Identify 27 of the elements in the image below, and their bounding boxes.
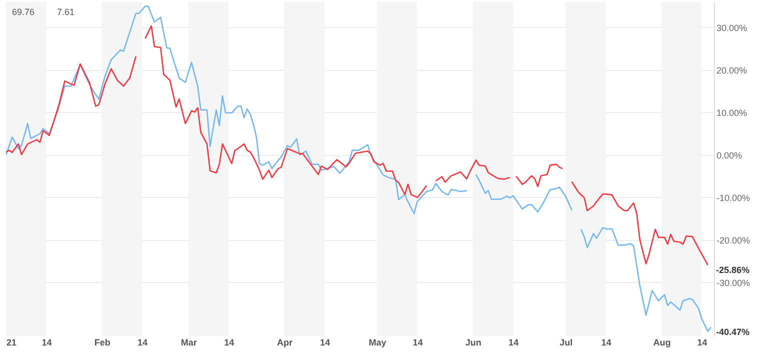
- y-tick-label: -20.00%: [716, 235, 750, 246]
- x-tick-label: 14: [138, 338, 148, 348]
- x-tick-label: 14: [42, 338, 52, 348]
- text: -40.47%: [716, 327, 750, 337]
- x-tick-label: Feb: [94, 338, 111, 348]
- x-tick-label: Jun: [465, 338, 482, 348]
- y-tick-label: -10.00%: [716, 192, 750, 203]
- x-tick-label: 14: [320, 338, 330, 348]
- y-tick-label: 10.00%: [716, 108, 748, 118]
- y-tick-label: 30.00%: [716, 22, 748, 33]
- y-tick-label: 20.00%: [716, 65, 748, 76]
- x-tick-label: Mar: [180, 338, 198, 348]
- y-tick-label: 0.00%: [716, 150, 742, 160]
- x-tick-label: May: [368, 338, 386, 348]
- text: -25.86%: [716, 265, 750, 275]
- y-tick-label: -30.00%: [716, 278, 750, 288]
- x-tick-label: 14: [508, 338, 519, 348]
- annotation: 69.76: [12, 7, 35, 17]
- x-tick-label: 21: [6, 338, 17, 348]
- x-tick-label: 14: [601, 338, 612, 348]
- x-tick-label: 14: [412, 338, 423, 348]
- x-tick-label: Apr: [277, 338, 293, 348]
- x-tick-label: Jul: [560, 338, 573, 348]
- annotation: 7.61: [57, 7, 75, 17]
- x-tick-label: Aug: [653, 338, 671, 348]
- x-tick-label: 14: [697, 338, 708, 348]
- x-tick-label: 14: [224, 338, 234, 348]
